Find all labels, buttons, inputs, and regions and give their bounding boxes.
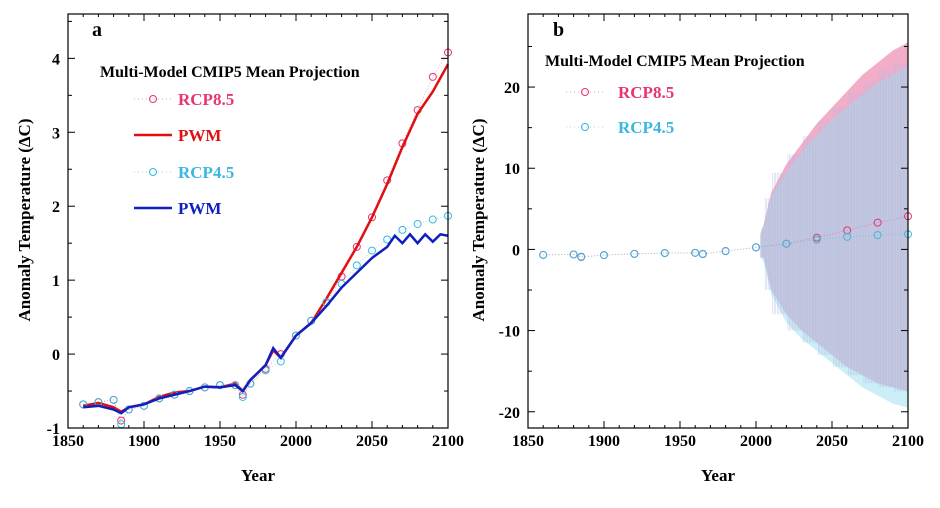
legend-label: RCP4.5: [178, 163, 234, 182]
y-tick-label: 0: [52, 347, 60, 364]
data-point: [782, 239, 791, 248]
legend-label: RCP8.5: [178, 90, 234, 109]
plot-frame: [527, 13, 909, 429]
data-point: [873, 231, 882, 240]
data-point: [292, 331, 300, 340]
data-point: [413, 219, 422, 228]
series-line-rcp85: [83, 52, 449, 422]
x-tick-label: 2000: [740, 433, 772, 450]
legend-label: RCP4.5: [618, 118, 674, 137]
x-tick-label: 1850: [52, 433, 84, 450]
y-tick-label: -10: [499, 324, 520, 341]
x-tick-label: 2050: [356, 433, 388, 450]
data-point: [721, 247, 730, 256]
y-tick-label: -1: [47, 421, 60, 438]
y-tick-label: 3: [52, 125, 60, 142]
x-tick-label: 2050: [816, 433, 848, 450]
legend-swatch-marker: [149, 95, 157, 103]
x-tick-label: 2000: [280, 433, 312, 450]
data-point: [698, 250, 707, 259]
y-tick-label: 10: [504, 161, 520, 178]
x-tick-label: 1900: [128, 433, 160, 450]
y-tick-label: 4: [52, 51, 60, 68]
data-point: [843, 232, 852, 241]
y-tick-label: -20: [499, 405, 520, 422]
series-line-rcp85: [543, 215, 909, 258]
data-point: [539, 250, 548, 259]
data-point: [398, 225, 407, 234]
x-tick-label: 1950: [204, 433, 236, 450]
y-tick-label: 20: [504, 80, 520, 97]
chart-title-b: Multi-Model CMIP5 Mean Projection: [545, 53, 805, 70]
data-point: [873, 218, 882, 227]
legend-label: PWM: [178, 199, 221, 218]
data-point: [352, 261, 361, 270]
data-point: [630, 249, 639, 258]
plot-frame: [67, 13, 449, 429]
legend-label: RCP8.5: [618, 83, 674, 102]
data-point: [600, 251, 608, 260]
x-tick-label: 1900: [588, 433, 620, 450]
data-point: [79, 400, 88, 409]
error-band-rcp45: [760, 66, 908, 408]
legend-swatch-marker: [581, 88, 589, 96]
data-point: [660, 249, 669, 258]
data-point: [352, 242, 361, 251]
legend-swatch-marker: [149, 168, 157, 176]
data-point: [752, 243, 760, 252]
y-tick-label: 2: [52, 199, 60, 216]
y-tick-label: 1: [52, 273, 60, 290]
legend-swatch-marker: [581, 123, 589, 131]
y-axis-label-b: Anomaly Temperature (ΔC): [469, 119, 488, 322]
panel-label-b: b: [553, 19, 564, 41]
data-point: [368, 246, 376, 255]
panel-b: b Multi-Model CMIP5 Mean Projection Year…: [469, 13, 924, 485]
data-point: [569, 250, 578, 259]
data-point: [428, 72, 437, 81]
data-point: [577, 253, 586, 262]
series-line-pwm-3: [83, 232, 449, 415]
data-point: [428, 215, 437, 224]
x-tick-label: 2100: [432, 433, 464, 450]
panel-a: a Multi-Model CMIP5 Mean Projection Year…: [15, 13, 464, 485]
data-point: [368, 213, 376, 222]
legend-label: PWM: [178, 126, 221, 145]
data-point: [117, 416, 126, 425]
panel-label-a: a: [92, 19, 102, 41]
y-tick-label: 0: [512, 242, 520, 259]
data-point: [216, 381, 224, 390]
data-point: [238, 392, 247, 401]
data-point: [812, 235, 821, 244]
data-point: [812, 233, 821, 242]
data-point: [691, 248, 700, 257]
x-tick-label: 1950: [664, 433, 696, 450]
x-axis-label-a: Year: [241, 466, 275, 485]
data-point: [109, 395, 118, 404]
series-line-rcp45: [83, 215, 449, 426]
data-point: [843, 226, 852, 235]
data-point: [383, 235, 392, 244]
x-tick-label: 2100: [892, 433, 924, 450]
y-axis-label-a: Anomaly Temperature (ΔC): [15, 119, 34, 322]
x-tick-label: 1850: [512, 433, 544, 450]
x-axis-label-b: Year: [701, 466, 735, 485]
chart-title-a: Multi-Model CMIP5 Mean Projection: [100, 64, 360, 81]
